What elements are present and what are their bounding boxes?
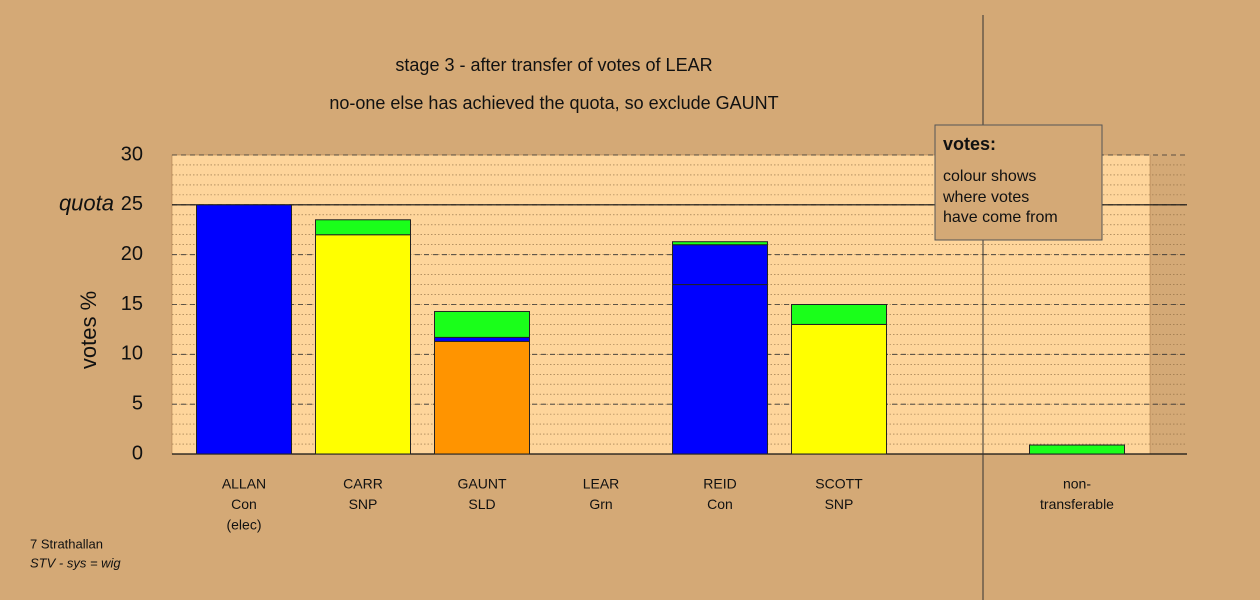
y-tick-label: 15	[121, 293, 143, 315]
note-line: colour shows	[943, 168, 1036, 185]
footer-area: 7 Strathallan	[30, 536, 103, 551]
y-tick-label: 30	[121, 143, 143, 165]
y-axis-label: votes %	[76, 291, 101, 369]
bar-segment	[791, 304, 887, 325]
chart-subtitle: no-one else has achieved the quota, so e…	[329, 93, 778, 113]
bar-segment	[196, 204, 292, 455]
bar-segment	[672, 284, 768, 455]
bar-segment	[672, 244, 768, 286]
y-tick-label: 5	[132, 392, 143, 414]
quota-label: quota	[59, 191, 114, 216]
bar-segment	[1029, 444, 1125, 455]
x-tick-label: SLD	[468, 496, 495, 512]
bar-segment	[791, 323, 887, 455]
bar-segment	[315, 234, 411, 455]
bar-segment	[315, 219, 411, 236]
bar-segment	[434, 336, 530, 342]
x-tick-label: CARR	[343, 476, 383, 492]
bars	[196, 204, 1125, 455]
x-tick-label: Grn	[589, 496, 612, 512]
bar-segment	[434, 310, 530, 338]
note-line: where votes	[942, 189, 1029, 206]
x-tick-label: GAUNT	[458, 476, 507, 492]
x-tick-label: Con	[707, 496, 733, 512]
x-tick-label: REID	[703, 476, 736, 492]
chart-title: stage 3 - after transfer of votes of LEA…	[395, 55, 712, 75]
bar-segment	[434, 340, 530, 455]
note-box	[934, 124, 1103, 241]
note-line: have come from	[943, 209, 1058, 226]
x-tick-label: ALLAN	[222, 476, 266, 492]
bar-segment	[672, 241, 768, 246]
x-tick-label: SNP	[349, 496, 378, 512]
x-tick-label: Con	[231, 496, 257, 512]
y-tick-label: 10	[121, 343, 143, 365]
y-tick-label: 20	[121, 243, 143, 265]
x-tick-label: LEAR	[583, 476, 620, 492]
footer-system: STV - sys = wig	[30, 555, 121, 570]
x-tick-label: (elec)	[226, 517, 261, 533]
x-tick-label: non-	[1063, 476, 1091, 492]
y-tick-label: 25	[121, 193, 143, 215]
y-tick-label: 0	[132, 442, 143, 464]
legend-note: votes: colour shows where votes have com…	[934, 124, 1103, 241]
note-title: votes:	[943, 134, 996, 154]
x-tick-label: transferable	[1040, 496, 1114, 512]
x-tick-label: SNP	[825, 496, 854, 512]
x-tick-label: SCOTT	[815, 476, 863, 492]
